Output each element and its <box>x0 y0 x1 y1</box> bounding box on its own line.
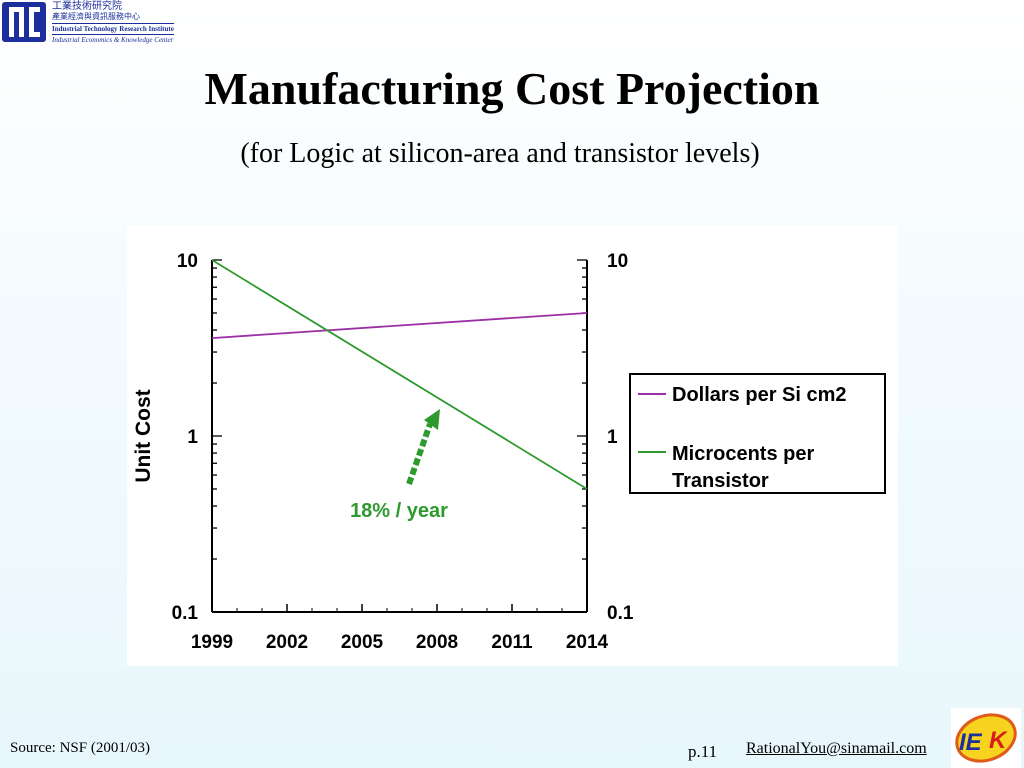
series-line-2 <box>211 259 588 490</box>
legend-box <box>629 373 886 494</box>
x-tick-label: 2005 <box>341 632 384 653</box>
x-tick-label: 1999 <box>191 632 233 653</box>
iek-logo-icon: IE K <box>951 708 1021 768</box>
source-note: Source: NSF (2001/03) <box>10 740 150 756</box>
svg-text:K: K <box>989 727 1008 754</box>
org-dept-en: Industrial Economics & Knowledge Center <box>52 36 174 44</box>
legend-label-2b: Transistor <box>672 470 769 492</box>
itri-logo-mark <box>2 2 46 42</box>
legend-label-2a: Microcents per <box>672 443 814 465</box>
series-line-1 <box>211 312 588 339</box>
y-tick-label-right: 0.1 <box>607 603 634 624</box>
x-tick-label: 2008 <box>416 632 458 653</box>
y-tick-label-left: 1 <box>187 427 198 448</box>
annotation-text: 18% / year <box>350 500 448 522</box>
contact-email-link[interactable]: RationalYou@sinamail.com <box>746 740 927 757</box>
slide-title: Manufacturing Cost Projection <box>204 63 820 114</box>
itri-logo: 工業技術研究院 產業經濟與資訊服務中心 Industrial Technolog… <box>2 2 202 45</box>
trend-arrow-shaft <box>406 423 433 485</box>
cost-projection-chart: 10 1 0.1 10 1 0.1 1999 2002 2005 2008 2011 2014 Unit… <box>132 251 886 653</box>
org-name-zh: 工業技術研究院 <box>52 1 122 12</box>
itri-logo-text: 工業技術研究院 產業經濟與資訊服務中心 Industrial Technolog… <box>52 2 174 45</box>
x-tick-label: 2014 <box>566 632 609 653</box>
y-tick-label-right: 10 <box>607 251 628 272</box>
page-number: p.11 <box>688 742 718 761</box>
y-tick-label-left: 10 <box>177 251 198 272</box>
trend-arrow-head <box>424 409 440 430</box>
legend-label-1: Dollars per Si cm2 <box>672 384 847 406</box>
y-axis-label: Unit Cost <box>132 389 155 482</box>
x-tick-label: 2011 <box>491 632 533 653</box>
y-tick-label-right: 1 <box>607 427 618 448</box>
org-name-en: Industrial Technology Research Institute <box>52 23 174 35</box>
org-dept-zh: 產業經濟與資訊服務中心 <box>52 12 140 21</box>
svg-text:IE: IE <box>959 729 983 756</box>
y-tick-label-left: 0.1 <box>172 603 199 624</box>
slide-subtitle: (for Logic at silicon-area and transisto… <box>240 138 760 169</box>
x-tick-label: 2002 <box>266 632 308 653</box>
chart-panel: 10 1 0.1 10 1 0.1 1999 2002 2005 2008 2011 2014 Unit… <box>127 226 898 666</box>
